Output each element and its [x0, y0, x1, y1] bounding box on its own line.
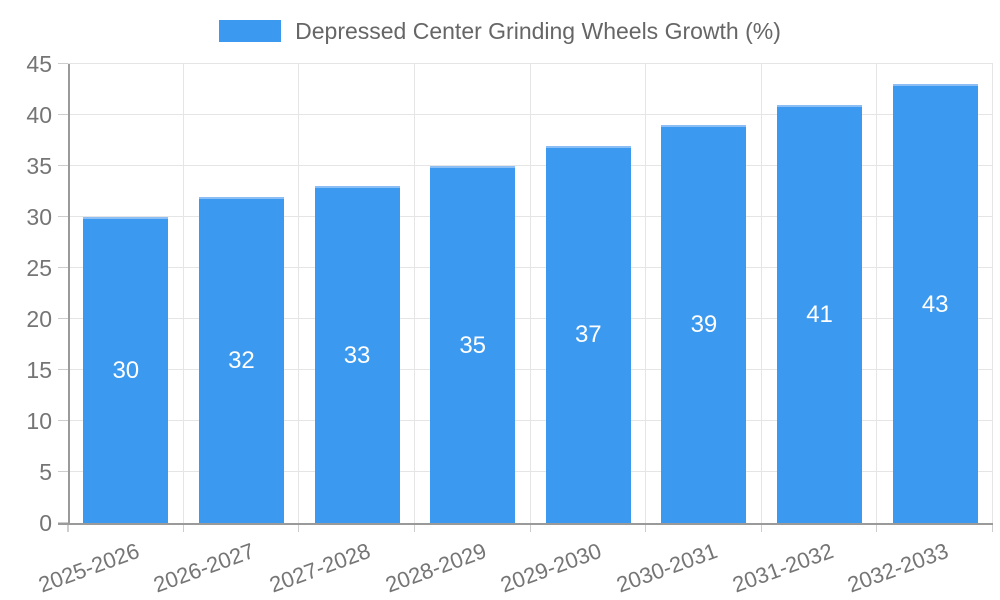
y-tick-mark	[58, 216, 68, 217]
y-tick-mark	[58, 420, 68, 421]
x-tick-mark	[414, 523, 415, 532]
bar-value-label: 35	[459, 331, 487, 359]
y-axis-tick-label: 35	[26, 153, 52, 179]
bar-value-label: 41	[806, 300, 833, 328]
bar-2029-2030[interactable]: 37	[545, 145, 631, 523]
y-tick-mark	[58, 369, 68, 370]
bar-value-label: 37	[574, 321, 602, 349]
bar-value-label: 30	[112, 357, 140, 384]
legend-label: Depressed Center Grinding Wheels Growth …	[295, 18, 781, 44]
y-axis-tick-label: 10	[26, 408, 52, 434]
bar-2028-2029[interactable]: 35	[430, 166, 516, 523]
x-gridline	[645, 64, 646, 523]
y-tick-mark	[58, 63, 68, 64]
x-gridline	[183, 64, 184, 523]
y-tick-mark	[58, 165, 68, 166]
y-gridline	[68, 63, 993, 64]
y-axis-tick-label: 15	[26, 357, 52, 383]
legend-swatch-icon	[219, 20, 282, 42]
bar-value-label: 32	[228, 346, 255, 374]
bar-2030-2031[interactable]: 39	[661, 125, 747, 523]
x-tick-mark	[992, 523, 993, 532]
x-tick-mark	[183, 523, 184, 532]
bar-2025-2026[interactable]: 30	[83, 217, 169, 523]
y-axis-tick-label: 20	[26, 306, 52, 332]
x-tick-mark	[645, 523, 646, 532]
x-tick-mark	[298, 523, 299, 532]
x-gridline	[414, 64, 415, 523]
y-axis-tick-label: 25	[26, 255, 52, 281]
y-tick-mark	[58, 114, 68, 115]
x-gridline	[530, 64, 531, 523]
y-tick-mark	[58, 267, 68, 268]
x-tick-mark	[67, 523, 69, 532]
bar-value-label: 33	[343, 341, 371, 369]
x-axis-line	[58, 523, 993, 525]
x-tick-mark	[876, 523, 877, 532]
y-tick-mark	[58, 318, 68, 319]
bar-2031-2032[interactable]: 41	[777, 104, 863, 523]
y-axis-tick-label: 45	[26, 51, 52, 77]
y-axis-tick-label: 40	[26, 102, 52, 128]
bar-value-label: 43	[921, 290, 949, 318]
plot-area: 30 2025-2026 32 2026-2027 33 2027-2028 35 2028-…	[35, 63, 993, 597]
x-gridline	[298, 64, 299, 523]
y-axis-line	[68, 64, 70, 523]
y-axis-tick-label: 0	[39, 510, 52, 536]
legend[interactable]: Depressed Center Grinding Wheels Growth …	[0, 17, 1000, 45]
y-axis-tick-label: 30	[26, 204, 52, 230]
bar-2027-2028[interactable]: 33	[314, 186, 400, 523]
x-gridline	[992, 64, 993, 523]
x-gridline	[876, 64, 877, 523]
y-tick-mark	[58, 522, 68, 523]
y-tick-mark	[58, 471, 68, 472]
x-tick-mark	[761, 523, 762, 532]
x-gridline	[761, 64, 762, 523]
bar-value-label: 39	[690, 311, 718, 339]
y-axis-tick-label: 5	[39, 459, 52, 485]
bar-2026-2027[interactable]: 32	[198, 196, 284, 523]
bar-2032-2033[interactable]: 43	[892, 84, 978, 523]
x-tick-mark	[530, 523, 531, 532]
